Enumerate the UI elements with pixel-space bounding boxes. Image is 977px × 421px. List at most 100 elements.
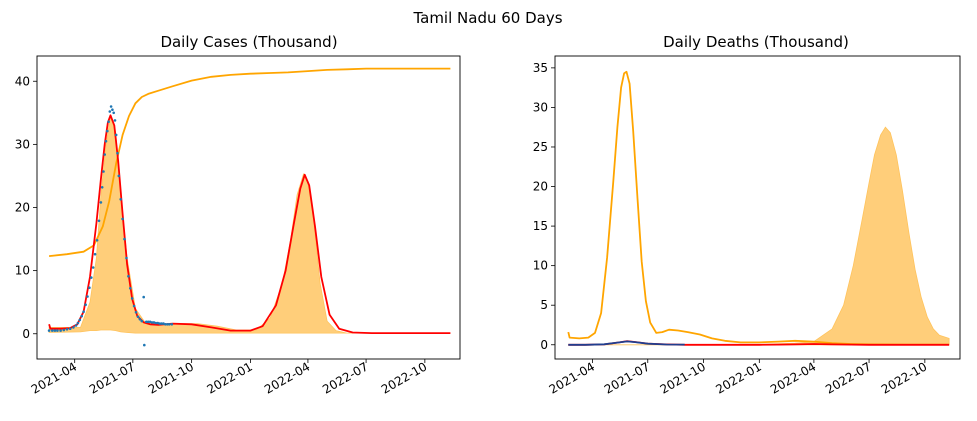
data-point <box>108 110 112 113</box>
data-point <box>112 111 115 115</box>
data-point <box>113 119 117 122</box>
data-point <box>86 295 89 298</box>
confidence-band <box>48 115 451 334</box>
data-point <box>59 329 62 332</box>
data-point <box>116 151 119 155</box>
data-point <box>127 275 130 278</box>
data-point <box>88 286 91 290</box>
y-tick-label: 0 <box>540 338 548 352</box>
data-point <box>168 323 171 326</box>
chart-title: Daily Cases (Thousand) <box>160 33 337 51</box>
x-tick-label: 2022-07 <box>823 359 873 396</box>
data-point <box>132 304 136 308</box>
y-tick-label: 20 <box>533 180 548 194</box>
x-tick-label: 2021-07 <box>602 359 652 396</box>
y-tick-label: 15 <box>533 219 548 233</box>
data-point <box>103 153 106 156</box>
data-point <box>80 314 83 318</box>
y-tick-label: 30 <box>533 100 548 114</box>
data-point <box>130 297 134 300</box>
data-point <box>51 329 54 332</box>
y-tick-label: 10 <box>533 259 548 273</box>
x-tick-label: 2021-04 <box>29 359 79 396</box>
data-point <box>150 321 154 324</box>
data-point <box>114 133 118 137</box>
data-point <box>56 329 59 332</box>
y-tick-label: 30 <box>15 137 30 151</box>
data-point <box>129 287 132 290</box>
cases-chart: Daily Cases (Thousand) 2021-04 2021-07 202… <box>15 33 461 397</box>
data-point <box>68 327 72 331</box>
series-line-2 <box>568 340 685 346</box>
data-point <box>138 317 142 321</box>
data-point <box>104 139 108 143</box>
data-point <box>82 310 85 314</box>
data-point <box>99 201 103 204</box>
data-point <box>170 323 174 326</box>
data-point <box>140 319 144 323</box>
series-line-0 <box>49 67 451 257</box>
data-point <box>65 328 69 331</box>
data-point <box>143 343 146 347</box>
data-point <box>93 252 97 256</box>
y-tick-label: 25 <box>533 140 548 154</box>
x-tick-label: 2022-04 <box>262 359 312 396</box>
data-point <box>78 318 82 322</box>
x-tick-label: 2021-07 <box>87 359 137 396</box>
data-point <box>123 237 126 241</box>
x-tick-label: 2022-07 <box>320 359 370 396</box>
data-point <box>100 186 104 189</box>
confidence-band <box>568 126 950 346</box>
data-point <box>107 120 110 123</box>
data-point <box>136 315 140 319</box>
x-tick-label: 2021-10 <box>146 359 196 396</box>
data-point <box>154 321 158 325</box>
y-tick-label: 5 <box>540 298 548 312</box>
data-point <box>106 129 109 133</box>
x-tick-label: 2022-01 <box>713 359 763 396</box>
figure-title: Tamil Nadu 60 Days <box>412 9 562 27</box>
data-point <box>109 105 113 108</box>
data-point <box>84 303 87 307</box>
data-point <box>119 198 122 201</box>
data-point <box>97 219 101 223</box>
data-point <box>158 322 161 325</box>
y-tick-label: 35 <box>533 61 548 75</box>
x-tick-label: 2022-10 <box>879 359 929 396</box>
data-point <box>160 322 163 325</box>
data-point <box>111 108 114 111</box>
data-point <box>91 266 95 269</box>
data-point <box>102 170 105 173</box>
data-point <box>121 217 124 221</box>
data-point <box>47 329 51 332</box>
data-point <box>145 320 148 324</box>
data-point <box>53 329 57 332</box>
deaths-chart: Daily Deaths (Thousand) 2021-04 2021-07 20… <box>533 33 961 397</box>
data-point <box>72 326 75 329</box>
x-tick-label: 2022-01 <box>204 359 254 396</box>
x-tick-label: 2021-04 <box>547 359 597 396</box>
data-point <box>90 276 93 279</box>
y-tick-label: 0 <box>22 327 30 341</box>
x-tick-label: 2022-04 <box>768 359 818 396</box>
series-line-1 <box>48 114 451 335</box>
data-point <box>95 239 99 242</box>
data-point <box>62 328 66 332</box>
chart-title: Daily Deaths (Thousand) <box>663 33 849 51</box>
x-tick-label: 2021-10 <box>658 359 708 396</box>
y-tick-label: 10 <box>15 264 30 278</box>
data-point <box>166 323 169 326</box>
y-tick-label: 40 <box>15 74 30 88</box>
plot-frame <box>36 55 461 360</box>
data-point <box>76 321 80 325</box>
y-tick-label: 20 <box>15 201 30 215</box>
series-line-0 <box>567 70 950 346</box>
data-point <box>164 323 167 326</box>
x-tick-label: 2022-10 <box>379 359 429 396</box>
data-point <box>125 256 128 260</box>
data-point <box>117 174 121 178</box>
data-point <box>142 295 145 299</box>
data-point <box>146 320 150 324</box>
data-point <box>74 324 78 327</box>
